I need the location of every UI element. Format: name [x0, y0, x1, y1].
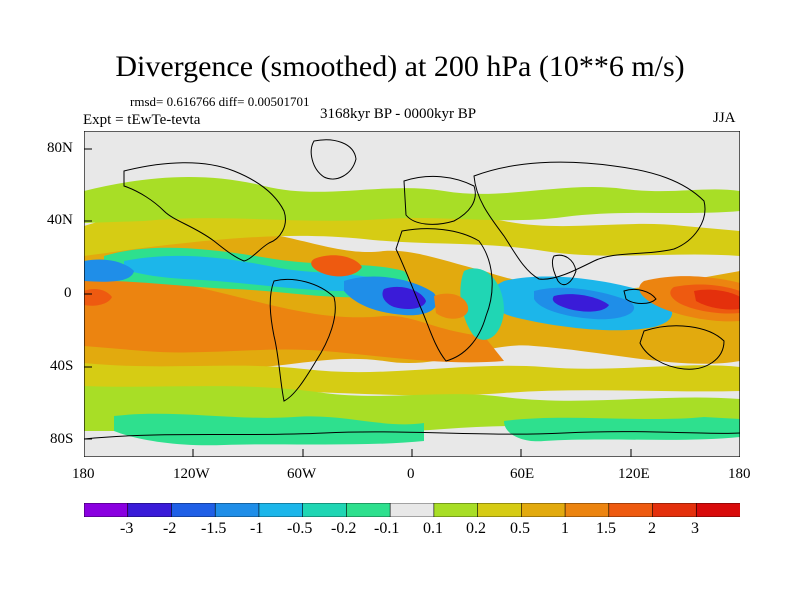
lat-label-80s: 80S [50, 431, 74, 447]
colorbar-label: 3 [691, 520, 699, 537]
lat-label-40s: 40S [50, 358, 74, 374]
colorbar-swatch [389, 503, 435, 517]
colorbar-label: 0.2 [466, 520, 486, 537]
experiment-label: Expt = tEwTe-tevta [83, 112, 201, 128]
colorbar-label: -0.5 [287, 520, 313, 537]
coastlines [84, 139, 740, 440]
colorbar-swatch [433, 503, 479, 517]
lon-label-0: 0 [407, 466, 415, 482]
colorbar-swatch [214, 503, 260, 517]
colorbar-swatch [564, 503, 610, 517]
colorbar-label: 1 [561, 520, 569, 537]
colorbar-swatch [302, 503, 348, 517]
divergence-map [84, 131, 740, 457]
colorbar-swatch [652, 503, 698, 517]
plot-title: Divergence (smoothed) at 200 hPa (10**6 … [115, 50, 685, 83]
colorbar-swatch [127, 503, 173, 517]
colorbar-label: -2 [163, 520, 177, 537]
colorbar-label: -0.1 [374, 520, 400, 537]
time-period-label: 3168kyr BP - 0000kyr BP [320, 106, 477, 122]
axis-ticks [84, 131, 632, 457]
lat-label-80n: 80N [47, 140, 73, 156]
rmsd-diff-stats: rmsd= 0.616766 diff= 0.00501701 [130, 94, 310, 109]
lon-label-180e: 180 [728, 466, 751, 482]
colorbar-label: 2 [648, 520, 656, 537]
colorbar [84, 503, 740, 517]
colorbar-swatch [346, 503, 391, 517]
colorbar-swatch [477, 503, 523, 517]
colorbar-swatch [695, 503, 740, 517]
lon-label-120e: 120E [618, 466, 650, 482]
colorbar-swatch [84, 503, 129, 517]
colorbar-label: -1.5 [201, 520, 227, 537]
lon-label-60e: 60E [510, 466, 535, 482]
contour-fill [84, 176, 740, 446]
lon-label-180w: 180 [72, 466, 95, 482]
colorbar-swatch [258, 503, 304, 517]
colorbar-label: -3 [120, 520, 134, 537]
lon-label-120w: 120W [173, 466, 210, 482]
lat-label-0: 0 [64, 285, 72, 301]
colorbar-swatch [171, 503, 217, 517]
colorbar-label: 0.5 [510, 520, 530, 537]
lon-label-60w: 60W [287, 466, 317, 482]
colorbar-swatch [608, 503, 654, 517]
colorbar-label: -0.2 [331, 520, 357, 537]
colorbar-label: 1.5 [596, 520, 616, 537]
lat-label-40n: 40N [47, 212, 73, 228]
colorbar-label: -1 [250, 520, 264, 537]
season-label: JJA [713, 110, 736, 126]
colorbar-swatch [521, 503, 566, 517]
colorbar-label: 0.1 [423, 520, 443, 537]
